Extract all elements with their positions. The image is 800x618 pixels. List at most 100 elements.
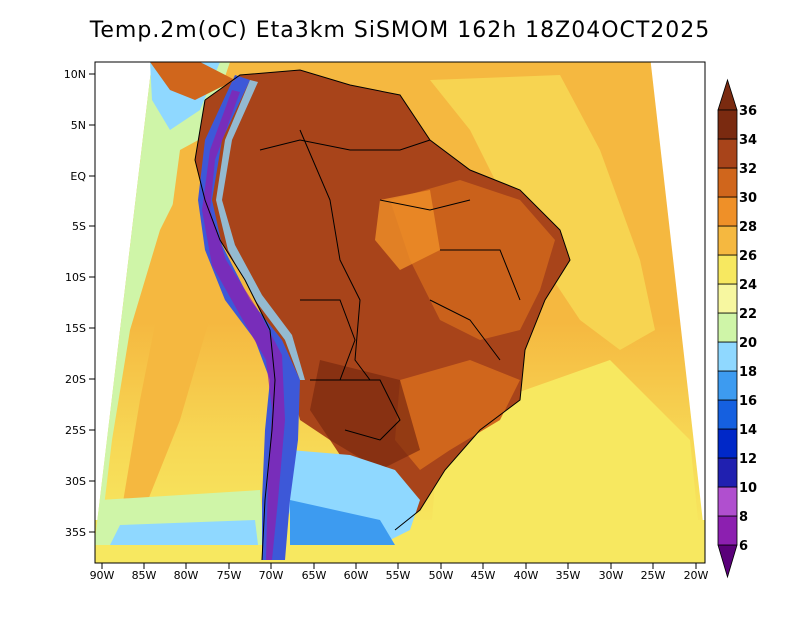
colorbar-box <box>717 428 738 459</box>
southern-cone-hot <box>310 360 420 470</box>
map-title: Temp.2m(oC) Eta3km SiSMOM 162h 18Z04OCT2… <box>89 18 711 43</box>
lon-tick: 35W <box>556 563 581 582</box>
lat-label: 5N <box>71 119 86 132</box>
lat-tick: 5N <box>71 119 95 132</box>
lon-label: 25W <box>641 569 666 582</box>
lon-label: 75W <box>217 569 242 582</box>
lon-tick: 60W <box>344 563 369 582</box>
colorbar: 6 8 10 12 14 16 18 20 22 24 26 28 30 32 34 36 <box>717 78 757 579</box>
colorbar-label: 18 <box>739 365 757 380</box>
colorbar-box <box>717 370 738 401</box>
colorbar-label: 12 <box>739 452 757 467</box>
border-bolivia <box>300 299 356 381</box>
colorbar-label: 22 <box>739 307 757 322</box>
lon-tick: 75W <box>217 563 242 582</box>
colorbar-labels: 6 8 10 12 14 16 18 20 22 24 26 28 30 32 34 36 <box>739 104 757 554</box>
colorbar-bottom-arrow <box>717 544 738 579</box>
west-coastline <box>194 99 276 561</box>
andes-cyan-fringe <box>216 80 305 380</box>
coastline <box>204 69 571 531</box>
lon-label: 80W <box>174 569 199 582</box>
central-america <box>150 62 235 100</box>
lon-label: 55W <box>386 569 411 582</box>
lon-tick: 90W <box>90 563 115 582</box>
colorbar-box <box>717 109 738 140</box>
lon-tick: 30W <box>599 563 624 582</box>
border-states <box>379 199 521 361</box>
map-field <box>95 62 705 563</box>
lat-label: 30S <box>65 475 86 488</box>
lon-tick: 65W <box>302 563 327 582</box>
map-frame <box>94 61 706 564</box>
lat-tick: 10N <box>64 68 95 81</box>
colorbar-box <box>717 283 738 314</box>
lon-label: 85W <box>132 569 157 582</box>
colorbar-label: 14 <box>739 423 757 438</box>
colorbar-label: 6 <box>739 539 748 554</box>
colorbar-label: 16 <box>739 394 757 409</box>
colorbar-label: 28 <box>739 220 757 235</box>
colorbar-box <box>717 138 738 169</box>
lat-tick: EQ <box>70 170 95 183</box>
border-paraguay <box>340 379 401 441</box>
longitude-axis: 90W 85W 80W 75W 70W 65W 60W 55W 50W 45W … <box>90 563 709 582</box>
lon-tick: 40W <box>514 563 539 582</box>
colorbar-box <box>717 225 738 256</box>
lon-label: 50W <box>429 569 454 582</box>
lon-label: 60W <box>344 569 369 582</box>
southern-blue-region <box>290 500 395 545</box>
colorbar-label: 20 <box>739 336 757 351</box>
pacific-cool-edge <box>95 62 230 540</box>
colorbar-box <box>717 486 738 517</box>
colorbar-label: 24 <box>739 278 757 293</box>
colorbar-box <box>717 167 738 198</box>
central-lighter-patch <box>375 190 440 270</box>
colorbar-label: 8 <box>739 510 748 525</box>
lat-tick: 5S <box>72 220 95 233</box>
colorbar-box <box>717 399 738 430</box>
border-north <box>259 139 431 151</box>
lon-tick: 45W <box>471 563 496 582</box>
lon-label: 90W <box>90 569 115 582</box>
lat-label: 15S <box>65 322 86 335</box>
southeast-brazil <box>395 360 520 470</box>
lon-tick: 70W <box>259 563 284 582</box>
pacific-south-cyan <box>110 520 258 545</box>
colorbar-box <box>717 515 738 546</box>
colorbar-label: 32 <box>739 162 757 177</box>
colorbar-box <box>717 457 738 488</box>
colorbar-label: 34 <box>739 133 757 148</box>
lat-tick: 10S <box>65 271 95 284</box>
lon-label: 20W <box>684 569 709 582</box>
lon-label: 70W <box>259 569 284 582</box>
lon-label: 65W <box>302 569 327 582</box>
lon-tick: 25W <box>641 563 666 582</box>
latitude-axis: 10N 5N EQ 5S 10S 15S 20S 25S 30S 35S <box>64 68 95 539</box>
lon-tick: 55W <box>386 563 411 582</box>
lat-tick: 35S <box>65 526 95 539</box>
lat-tick: 20S <box>65 373 95 386</box>
lon-label: 40W <box>514 569 539 582</box>
lat-tick: 25S <box>65 424 95 437</box>
lon-label: 30W <box>599 569 624 582</box>
border-brazil-west <box>299 129 371 381</box>
colorbar-label: 30 <box>739 191 757 206</box>
colorbar-top-arrow <box>717 78 738 111</box>
lat-label: 20S <box>65 373 86 386</box>
lon-label: 45W <box>471 569 496 582</box>
colorbar-box <box>717 341 738 372</box>
lat-label: 25S <box>65 424 86 437</box>
lat-label: 10S <box>65 271 86 284</box>
lat-tick: 15S <box>65 322 95 335</box>
lat-tick: 30S <box>65 475 95 488</box>
colorbar-label: 10 <box>739 481 757 496</box>
colorbar-label: 36 <box>739 104 757 119</box>
lat-label: 10N <box>64 68 86 81</box>
colorbar-boxes <box>717 109 738 546</box>
boundaries <box>194 69 571 561</box>
colorbar-box <box>717 254 738 285</box>
colorbar-box <box>717 196 738 227</box>
colorbar-label: 26 <box>739 249 757 264</box>
lat-label: 5S <box>72 220 86 233</box>
